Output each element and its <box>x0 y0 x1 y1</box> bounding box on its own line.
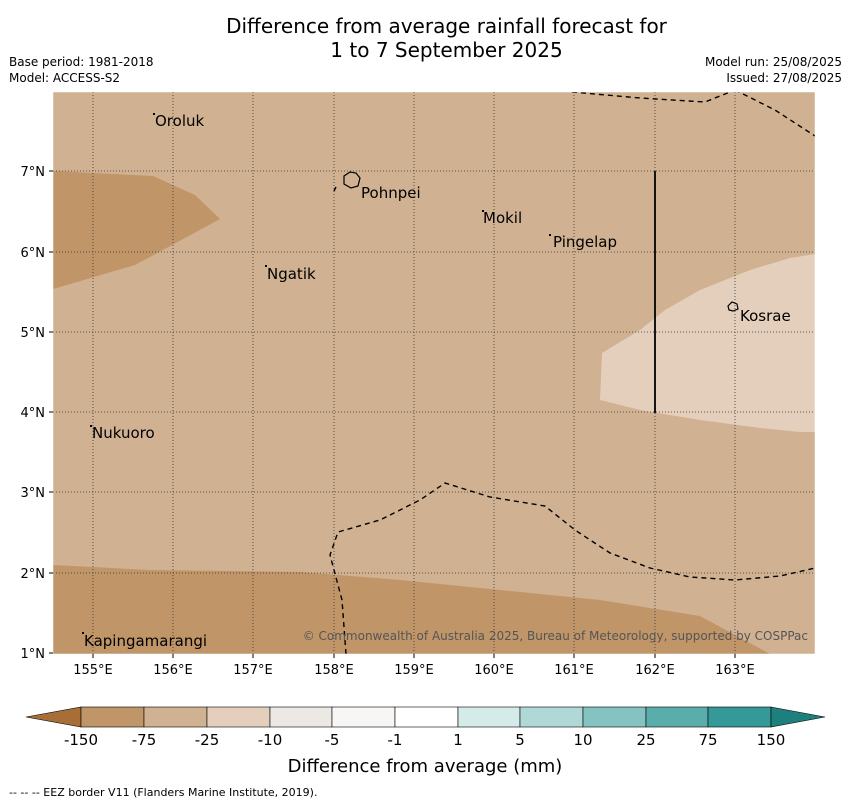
oroluk-marker <box>153 113 155 115</box>
south-dry-region <box>53 565 770 654</box>
colorbar-segment <box>143 706 208 728</box>
place-ngatik: Ngatik <box>267 265 316 283</box>
colorbar-label: -1 <box>388 731 403 749</box>
lon-label: 163°E <box>715 663 755 678</box>
colorbar-label: 150 <box>757 731 786 749</box>
lat-label: 6°N <box>21 246 46 261</box>
pohnpei-island <box>343 171 361 189</box>
colorbar-extend-high <box>770 706 826 728</box>
colorbar-segment <box>394 706 459 728</box>
eez-borders <box>329 92 815 654</box>
lon-label: 158°E <box>314 663 354 678</box>
place-kosrae: Kosrae <box>740 307 791 325</box>
colorbar-segment <box>269 706 333 728</box>
lat-label: 3°N <box>21 486 46 501</box>
pingelap-marker <box>549 234 551 236</box>
map-title: Difference from average rainfall forecas… <box>0 14 850 62</box>
place-mokil: Mokil <box>483 209 522 227</box>
latitude-labels: 7°N 6°N 5°N 4°N 3°N 2°N 1°N <box>21 165 46 662</box>
colorbar-label: 75 <box>698 731 717 749</box>
lon-label: 162°E <box>635 663 675 678</box>
colorbar-label: 10 <box>573 731 592 749</box>
lat-label: 5°N <box>21 326 46 341</box>
lon-label: 160°E <box>474 663 514 678</box>
map-area: Oroluk Pohnpei Mokil Pingelap Ngatik Kos… <box>53 92 815 654</box>
mokil-marker <box>482 210 484 212</box>
west-dry-region <box>53 171 220 289</box>
colorbar: -150 -75 -25 -10 -5 -1 1 5 10 25 75 150 … <box>25 706 826 777</box>
lat-label: 7°N <box>21 165 46 180</box>
lon-label: 161°E <box>554 663 594 678</box>
colorbar-label: -75 <box>132 731 157 749</box>
colorbar-label: 5 <box>515 731 525 749</box>
colorbar-title: Difference from average (mm) <box>288 756 563 777</box>
kosrae-island <box>727 301 739 312</box>
longitude-labels: 155°E 156°E 157°E 158°E 159°E 160°E 161°… <box>73 663 755 678</box>
title-line-1: Difference from average rainfall forecas… <box>226 14 667 38</box>
colorbar-segment <box>206 706 271 728</box>
eez-border-fragment <box>333 186 337 192</box>
meta-left: Base period: 1981-2018 Model: ACCESS-S2 <box>9 54 154 86</box>
place-kapingamarangi: Kapingamarangi <box>84 632 207 650</box>
eez-border-north <box>571 92 732 103</box>
lon-label: 156°E <box>153 663 193 678</box>
colorbar-segment <box>80 706 145 728</box>
issued-date: Issued: 27/08/2025 <box>726 71 842 85</box>
colorbar-label: -5 <box>325 731 340 749</box>
colorbar-segment <box>645 706 709 728</box>
kapingamarangi-marker <box>82 632 84 634</box>
colorbar-label: -25 <box>195 731 220 749</box>
map-frame <box>52 91 816 655</box>
colorbar-segment <box>457 706 521 728</box>
colorbar-label: 1 <box>453 731 463 749</box>
title-line-2: 1 to 7 September 2025 <box>330 38 563 62</box>
lon-label: 155°E <box>73 663 113 678</box>
copyright-notice: © Commonwealth of Australia 2025, Bureau… <box>303 629 808 643</box>
colorbar-segment <box>707 706 772 728</box>
place-pingelap: Pingelap <box>553 233 617 251</box>
colorbar-segment <box>519 706 584 728</box>
lat-label: 4°N <box>21 406 46 421</box>
colorbar-extend-low <box>25 706 82 728</box>
lat-label: 1°N <box>21 647 46 662</box>
colorbar-segment <box>331 706 396 728</box>
east-near-average-region <box>600 254 815 432</box>
ngatik-marker <box>265 265 267 267</box>
eez-footnote: -- -- -- EEZ border V11 (Flanders Marine… <box>9 786 318 799</box>
base-period: Base period: 1981-2018 <box>9 55 154 69</box>
eez-border-northeast <box>737 92 815 137</box>
lon-label: 159°E <box>394 663 434 678</box>
eez-border-south <box>329 482 815 654</box>
axis-ticks <box>49 170 736 658</box>
place-pohnpei: Pohnpei <box>361 184 421 202</box>
meta-right: Model run: 25/08/2025 Issued: 27/08/2025 <box>705 54 842 86</box>
colorbar-label: -10 <box>258 731 283 749</box>
colorbar-segment <box>582 706 647 728</box>
model-run: Model run: 25/08/2025 <box>704 55 842 69</box>
colorbar-label: 25 <box>636 731 655 749</box>
atoll-markers <box>82 113 551 634</box>
model-name: Model: ACCESS-S2 <box>9 71 121 85</box>
place-nukuoro: Nukuoro <box>92 424 155 442</box>
place-oroluk: Oroluk <box>155 112 204 130</box>
lon-label: 157°E <box>233 663 273 678</box>
lat-label: 2°N <box>21 567 46 582</box>
colorbar-label: -150 <box>64 731 98 749</box>
nukuoro-marker <box>90 425 92 427</box>
